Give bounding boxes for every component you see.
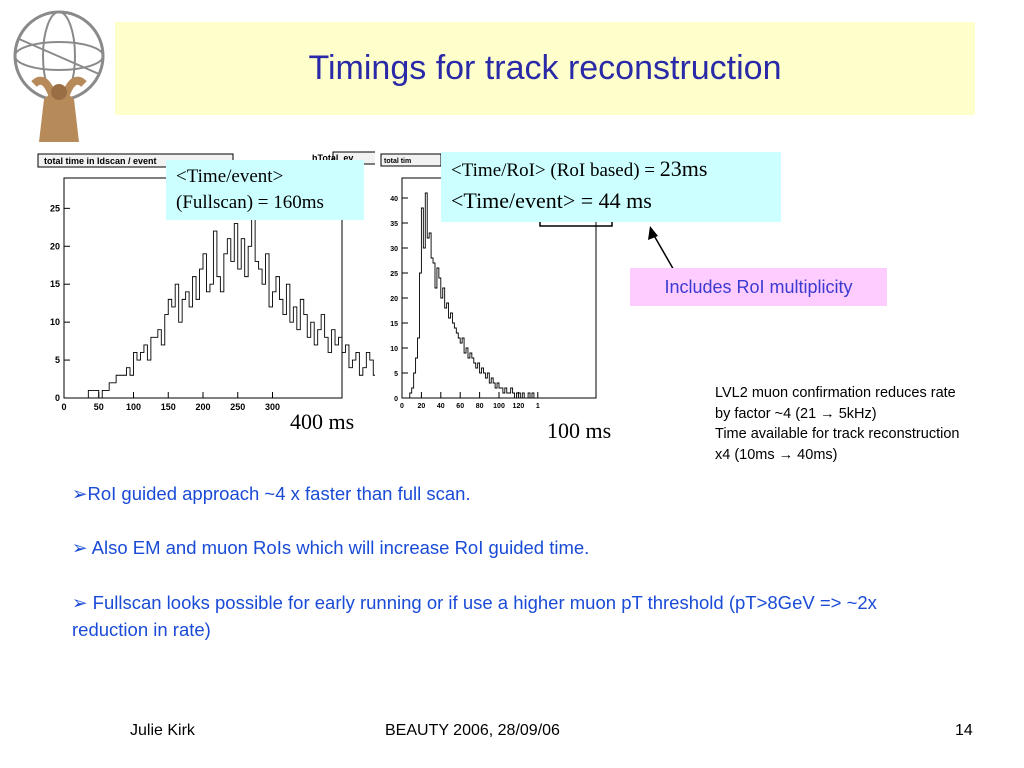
histo2-xtick-label: 100	[493, 403, 505, 410]
histo2-xtick-label: 20	[418, 403, 426, 410]
histo2-ytick-label: 20	[390, 296, 398, 303]
histo2-ytick-label: 5	[394, 371, 398, 378]
fullscan-time-note: <Time/event> (Fullscan) = 160ms	[166, 160, 364, 220]
callout-lines	[539, 222, 676, 273]
label-100ms: 100 ms	[547, 418, 612, 443]
footer-author: Julie Kirk	[130, 722, 195, 739]
lvl2-note: LVL2 muon confirmation reduces rate by f…	[715, 383, 1015, 465]
histo2-xtick-label: 40	[437, 403, 445, 410]
histo2-xtick-label: 120	[513, 403, 525, 410]
lvl2-line: by factor ~4 (21 → 5kHz)	[715, 405, 877, 422]
histo2-xtick-label: 60	[456, 403, 464, 410]
histo1-xtick-label: 50	[94, 402, 104, 412]
histo1-ytick-label: 10	[50, 317, 60, 327]
histo2-xtick-label: 80	[476, 403, 484, 410]
histo1-ytick-label: 5	[55, 355, 60, 365]
histo2-title: total tim	[384, 158, 411, 165]
roi-line1-prefix: <Time/RoI> (RoI based) =	[451, 160, 660, 181]
footer-page-number: 14	[955, 722, 973, 739]
lvl2-line: Time available for track reconstruction	[715, 426, 960, 442]
histo1-xtick-label: 250	[230, 402, 245, 412]
histo2-ytick-label: 10	[390, 346, 398, 353]
histo2-ytick-label: 0	[394, 396, 398, 403]
title-band	[115, 22, 975, 115]
histo2-ytick-label: 25	[390, 271, 398, 278]
histo1-ytick-label: 15	[50, 279, 60, 289]
histo1-xtick-label: 150	[161, 402, 176, 412]
histo2-series	[402, 192, 596, 399]
histo2-ytick-label: 15	[390, 321, 398, 328]
histo1-xtick-label: 100	[126, 402, 141, 412]
histo2-ytick-label: 40	[390, 196, 398, 203]
histo2-ytick-label: 35	[390, 221, 398, 228]
roi-line1: <Time/RoI> (RoI based) = 23ms	[451, 154, 781, 186]
histo1-xtick-label: 300	[265, 402, 280, 412]
roi-multiplicity-note: Includes RoI multiplicity	[630, 268, 887, 306]
histo1-ytick-label: 25	[50, 203, 60, 213]
histo1-title: total time in Idscan / event	[44, 156, 157, 166]
bullet-roi-faster: ➢RoI guided approach ~4 x faster than fu…	[72, 483, 471, 504]
bullet-em-muon-rois: ➢ Also EM and muon RoIs which will incre…	[72, 537, 590, 558]
lvl2-line: LVL2 muon confirmation reduces rate	[715, 385, 956, 401]
histo1-xtick-label: 200	[195, 402, 210, 412]
lvl2-line: x4 (10ms → 40ms)	[715, 446, 838, 463]
label-400ms: 400 ms	[290, 409, 355, 434]
histo2-xtick-label: 0	[400, 403, 404, 410]
roi-line1-value: 23ms	[659, 156, 708, 181]
roi-line2: <Time/event> = 44 ms	[451, 188, 652, 213]
slide-title: Timings for track reconstruction	[308, 49, 782, 87]
histo1-stats-label: hTotal_ev	[312, 153, 353, 163]
footer-event: BEAUTY 2006, 28/09/06	[385, 722, 560, 739]
histo1-xtick-label: 0	[61, 402, 66, 412]
atlas-logo	[13, 10, 105, 142]
histo1-ytick-label: 20	[50, 241, 60, 251]
bullet-fullscan-possible: ➢ Fullscan looks possible for early runn…	[72, 592, 877, 640]
histo2-ytick-label: 30	[390, 246, 398, 253]
histo1-series	[64, 215, 375, 399]
histo2-xtick-label: 1	[536, 403, 540, 410]
fullscan-line1: <Time/event>	[176, 166, 284, 187]
fullscan-line2: (Fullscan) = 160ms	[176, 192, 324, 213]
histo1-ytick-label: 0	[55, 393, 60, 403]
roi-time-note: <Time/RoI> (RoI based) = 23ms <Time/even…	[441, 152, 781, 222]
